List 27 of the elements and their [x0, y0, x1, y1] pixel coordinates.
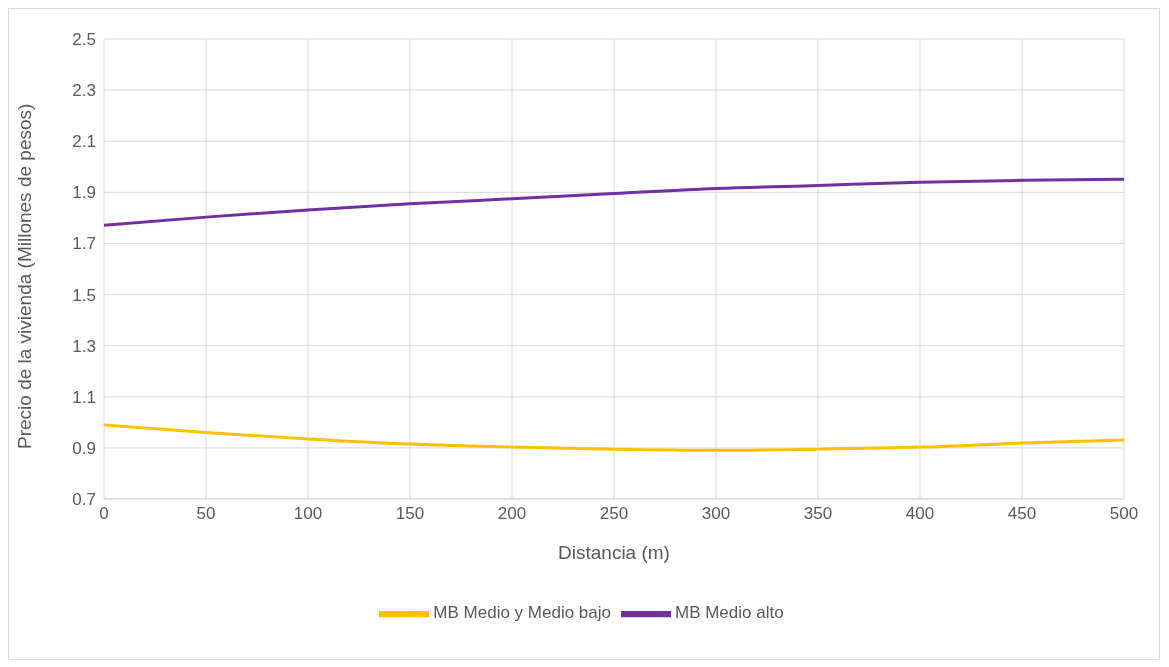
- legend-label: MB Medio alto: [674, 603, 784, 623]
- y-tick-label: 2.1: [72, 132, 96, 152]
- x-tick-label: 350: [803, 504, 833, 524]
- y-tick-label: 0.9: [72, 438, 96, 458]
- legend-label: MB Medio y Medio bajo: [433, 603, 611, 623]
- line-series: [104, 423, 1124, 452]
- x-tick-label: 150: [395, 504, 425, 524]
- x-tick-label: 300: [701, 504, 731, 524]
- x-tick-label: 500: [1109, 504, 1139, 524]
- x-tick-label: 50: [196, 504, 216, 524]
- x-tick-label: 400: [905, 504, 935, 524]
- y-tick-label: 0.7: [72, 490, 96, 510]
- line-series: [104, 177, 1124, 227]
- y-tick-label: 1.1: [72, 387, 96, 407]
- y-tick-label: 1.3: [72, 336, 96, 356]
- y-axis-title: Precio de la vivienda (Millones de pesos): [13, 103, 35, 449]
- x-tick-label: 0: [99, 504, 109, 524]
- y-tick-label: 2.3: [72, 81, 96, 101]
- x-axis-title: Distancia (m): [558, 542, 670, 563]
- x-tick-label: 450: [1007, 504, 1037, 524]
- x-tick-label: 100: [293, 504, 323, 524]
- y-tick-label: 1.5: [72, 285, 96, 305]
- x-tick-label: 200: [497, 504, 527, 524]
- y-tick-label: 1.7: [72, 234, 96, 254]
- y-tick-label: 1.9: [72, 183, 96, 203]
- y-tick-label: 2.5: [72, 30, 96, 50]
- x-tick-label: 250: [599, 504, 629, 524]
